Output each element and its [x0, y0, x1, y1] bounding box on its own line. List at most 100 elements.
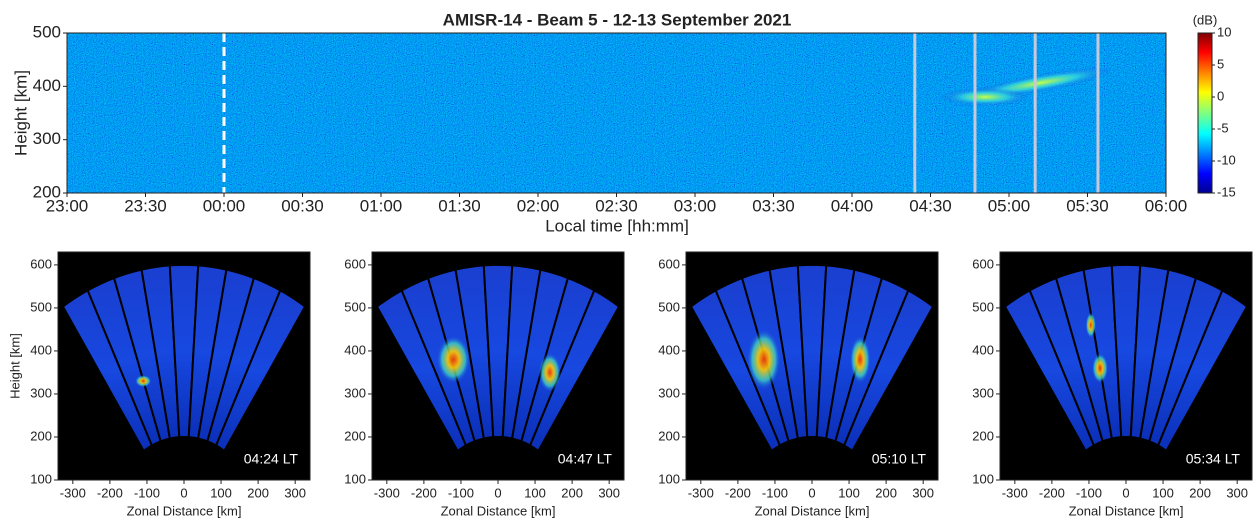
x-tick-label: -100	[448, 485, 474, 500]
y-tick-label: 200	[344, 428, 366, 443]
fan-plot	[686, 252, 938, 480]
colorbar-label: (dB)	[1193, 12, 1218, 27]
echo-blob	[436, 335, 471, 384]
colorbar-tick-label: -10	[1217, 152, 1236, 167]
x-tick-label: 300	[598, 485, 620, 500]
y-axis-label: Height [km]	[7, 333, 22, 399]
y-tick-label: 400	[344, 342, 366, 357]
heatmap-noise	[67, 33, 1166, 193]
beam-wedge	[214, 288, 307, 453]
x-tick-label: 03:30	[752, 196, 795, 215]
y-tick-label: 300	[658, 385, 680, 400]
y-tick-label: 400	[658, 342, 680, 357]
x-tick-label: 01:00	[360, 196, 403, 215]
y-tick-label: 500	[33, 22, 61, 41]
echo-blob	[747, 329, 781, 390]
x-tick-label: 100	[210, 485, 232, 500]
y-tick-label: 200	[33, 182, 61, 201]
x-tick-label: -100	[1076, 485, 1102, 500]
x-tick-label: 100	[838, 485, 860, 500]
y-tick-label: 400	[33, 76, 61, 95]
y-tick-label: 500	[658, 299, 680, 314]
colorbar-tick-label: 10	[1217, 24, 1231, 39]
x-tick-label: 200	[247, 485, 269, 500]
x-tick-label: 100	[524, 485, 546, 500]
x-axis-label: Zonal Distance [km]	[1069, 503, 1184, 518]
y-tick-label: 600	[344, 256, 366, 271]
y-tick-label: 100	[30, 471, 52, 486]
x-tick-label: 23:30	[124, 196, 167, 215]
y-tick-label: 500	[30, 299, 52, 314]
y-tick-label: 300	[33, 129, 61, 148]
panel-annotation: 04:24 LT	[244, 451, 299, 467]
y-tick-label: 300	[344, 385, 366, 400]
y-tick-label: 500	[344, 299, 366, 314]
colorbar-tick-label: -15	[1217, 184, 1236, 199]
y-tick-label: 200	[972, 428, 994, 443]
y-tick-label: 500	[972, 299, 994, 314]
echo-blob	[849, 335, 871, 384]
y-tick-label: 100	[658, 471, 680, 486]
y-tick-label: 400	[972, 342, 994, 357]
x-tick-label: 200	[1189, 485, 1211, 500]
x-tick-label: 300	[1226, 485, 1248, 500]
y-tick-label: 200	[30, 428, 52, 443]
x-tick-label: 00:00	[203, 196, 246, 215]
colorbar-tick-label: -5	[1217, 120, 1229, 135]
fan-plot	[1000, 252, 1252, 480]
y-tick-label: 300	[972, 385, 994, 400]
x-tick-label: -200	[97, 485, 123, 500]
x-tick-label: 100	[1152, 485, 1174, 500]
x-tick-label: 01:30	[438, 196, 481, 215]
x-tick-label: -100	[762, 485, 788, 500]
y-tick-label: 100	[344, 471, 366, 486]
x-axis-label: Local time [hh:mm]	[545, 216, 689, 235]
echo-blob	[538, 353, 561, 392]
x-tick-label: 03:00	[674, 196, 717, 215]
chart-title: AMISR-14 - Beam 5 - 12-13 September 2021	[443, 10, 792, 29]
y-tick-label: 600	[658, 256, 680, 271]
colorbar-tick-label: 5	[1217, 56, 1224, 71]
fan-plot	[58, 252, 310, 480]
y-tick-label: 600	[972, 256, 994, 271]
colorbar	[1197, 32, 1213, 194]
x-tick-label: 05:30	[1066, 196, 1109, 215]
x-tick-label: 04:00	[831, 196, 874, 215]
echo-blob	[135, 375, 152, 388]
x-tick-label: -200	[411, 485, 437, 500]
x-tick-label: 0	[494, 485, 501, 500]
x-tick-label: 02:30	[595, 196, 638, 215]
x-tick-label: 05:00	[988, 196, 1031, 215]
y-tick-label: 100	[972, 471, 994, 486]
x-tick-label: -100	[134, 485, 160, 500]
x-tick-label: 0	[180, 485, 187, 500]
x-tick-label: 200	[561, 485, 583, 500]
y-tick-label: 200	[658, 428, 680, 443]
beam-wedge	[528, 288, 621, 453]
beam-wedge	[842, 288, 935, 453]
x-tick-label: 0	[1122, 485, 1129, 500]
y-axis-label: Height [km]	[11, 70, 30, 156]
panel-annotation: 05:10 LT	[872, 451, 927, 467]
echo-blob	[1085, 312, 1096, 339]
panel-annotation: 05:34 LT	[1186, 451, 1241, 467]
echo-blob	[1091, 353, 1109, 384]
fan-plot	[372, 252, 624, 480]
x-tick-label: 300	[284, 485, 306, 500]
x-tick-label: 23:00	[46, 196, 89, 215]
x-tick-label: 0	[808, 485, 815, 500]
x-tick-label: 06:00	[1145, 196, 1188, 215]
x-axis-label: Zonal Distance [km]	[755, 503, 870, 518]
panel-annotation: 04:47 LT	[558, 451, 613, 467]
echo-region	[940, 88, 1030, 106]
x-tick-label: 04:30	[909, 196, 952, 215]
x-tick-label: -300	[374, 485, 400, 500]
x-tick-label: -200	[1039, 485, 1065, 500]
x-tick-label: 200	[875, 485, 897, 500]
x-tick-label: -200	[725, 485, 751, 500]
x-tick-label: -300	[688, 485, 714, 500]
x-axis-label: Zonal Distance [km]	[127, 503, 242, 518]
x-tick-label: 02:00	[517, 196, 560, 215]
x-tick-label: 300	[912, 485, 934, 500]
x-tick-label: -300	[1002, 485, 1028, 500]
